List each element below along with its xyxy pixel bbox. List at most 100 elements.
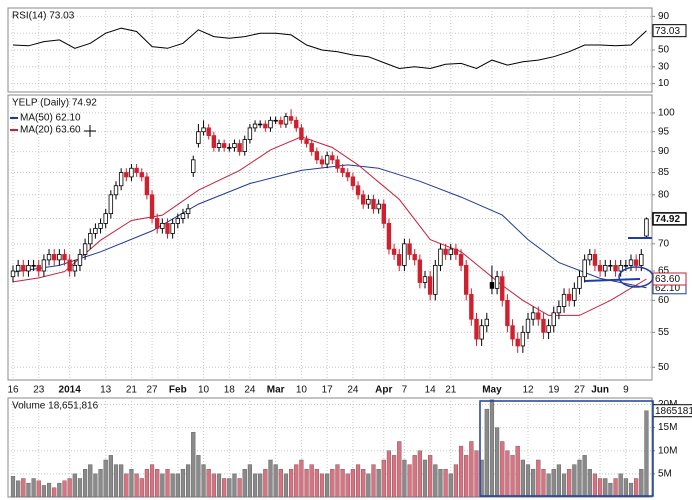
candle-body	[180, 213, 186, 219]
volume-bar	[438, 469, 443, 498]
volume-bar	[149, 464, 155, 498]
volume-bar	[103, 459, 108, 498]
y-tick-label: 15M	[658, 422, 677, 433]
y-tick-label: 55	[658, 327, 670, 338]
candle-body	[335, 159, 340, 169]
candle-body	[412, 254, 417, 261]
candle-body	[10, 270, 16, 278]
volume-bar	[77, 478, 83, 498]
volume-bar	[119, 464, 124, 498]
annotation-box	[479, 400, 654, 497]
volume-bar	[469, 441, 474, 498]
candle-body	[15, 265, 21, 272]
y-tick-label: 90	[658, 11, 670, 22]
candle-body	[242, 139, 247, 152]
candle-body	[149, 194, 155, 219]
volume-bar	[252, 473, 258, 498]
candle-body	[644, 218, 649, 237]
volume-bar	[139, 478, 144, 498]
volume-bar	[52, 487, 57, 498]
volume-bar	[216, 473, 222, 498]
legend-label: MA(20) 63.60	[20, 125, 81, 136]
volume-bar	[227, 478, 232, 498]
volume-bar	[10, 475, 16, 498]
x-tick-label: 10	[296, 385, 308, 396]
candle-body	[479, 325, 484, 340]
candle-body	[82, 243, 88, 255]
candle-body	[67, 259, 72, 272]
candle-body	[633, 259, 639, 266]
volume-bar	[36, 480, 41, 498]
candle-body	[340, 167, 345, 173]
candle-body	[52, 254, 57, 261]
volume-bar	[268, 459, 273, 498]
volume-bar	[448, 473, 453, 498]
y-tick-label: 70	[658, 238, 670, 249]
candle-body	[252, 123, 258, 129]
volume-bar	[546, 473, 551, 498]
volume-bar	[263, 469, 268, 498]
volume-bar	[335, 464, 340, 498]
volume-bar	[124, 473, 129, 498]
candle-body	[417, 259, 423, 283]
candle-body	[500, 276, 505, 301]
volume-bar	[160, 473, 165, 498]
volume-bar	[98, 469, 103, 498]
panel-title: RSI(14) 73.03	[12, 11, 75, 22]
value-box-label: 18651816	[655, 406, 692, 417]
candle-body	[448, 248, 453, 255]
x-tick-label: 10	[198, 385, 210, 396]
candle-body	[191, 159, 196, 173]
x-tick-label: 16	[7, 385, 19, 396]
x-tick-label: 14	[425, 385, 437, 396]
candle-body	[345, 172, 350, 178]
volume-bar	[340, 469, 345, 498]
candle-body	[319, 159, 325, 165]
candle-body	[433, 265, 438, 295]
y-tick-label: 50	[658, 362, 670, 373]
candle-body	[304, 139, 309, 144]
x-tick-label: May	[482, 385, 502, 396]
volume-bar	[422, 459, 428, 498]
volume-bar	[587, 469, 592, 498]
candle-body	[129, 167, 134, 178]
candle-body	[386, 223, 392, 250]
candle-body	[309, 143, 314, 152]
x-tick-label: Mar	[267, 385, 285, 396]
candle-body	[77, 254, 83, 266]
volume-bar	[592, 473, 598, 498]
y-tick-label: 85	[658, 167, 670, 178]
volume-bar	[304, 469, 309, 498]
x-tick-label: 9	[623, 385, 629, 396]
candle-body	[618, 265, 623, 272]
volume-bar	[577, 459, 582, 498]
x-tick-label: Jun	[591, 385, 609, 396]
volume-bar	[484, 408, 489, 498]
volume-bar	[500, 441, 505, 498]
y-tick-label: 5M	[658, 469, 672, 480]
candle-body	[201, 127, 206, 133]
candle-body	[268, 119, 273, 129]
volume-bar	[294, 464, 299, 498]
candle-body	[371, 199, 376, 210]
volume-bar	[222, 478, 227, 498]
volume-bar	[113, 464, 119, 498]
value-box-label: 63.60	[655, 274, 680, 285]
candle-body	[381, 203, 386, 224]
candle-body	[510, 325, 515, 340]
volume-bar	[237, 478, 242, 498]
x-tick-label: Apr	[375, 385, 392, 396]
candle-body	[170, 223, 175, 234]
candle-body	[103, 213, 108, 224]
candle-body	[360, 194, 366, 205]
candle-body	[26, 265, 31, 272]
volume-bar	[495, 427, 500, 498]
candle-body	[350, 176, 356, 187]
candle-body	[299, 127, 304, 140]
volume-bar	[16, 480, 21, 498]
x-tick-label: 2014	[59, 385, 82, 396]
crosshair	[84, 125, 96, 137]
y-tick-label: 60	[658, 295, 670, 306]
volume-bar	[541, 469, 546, 498]
